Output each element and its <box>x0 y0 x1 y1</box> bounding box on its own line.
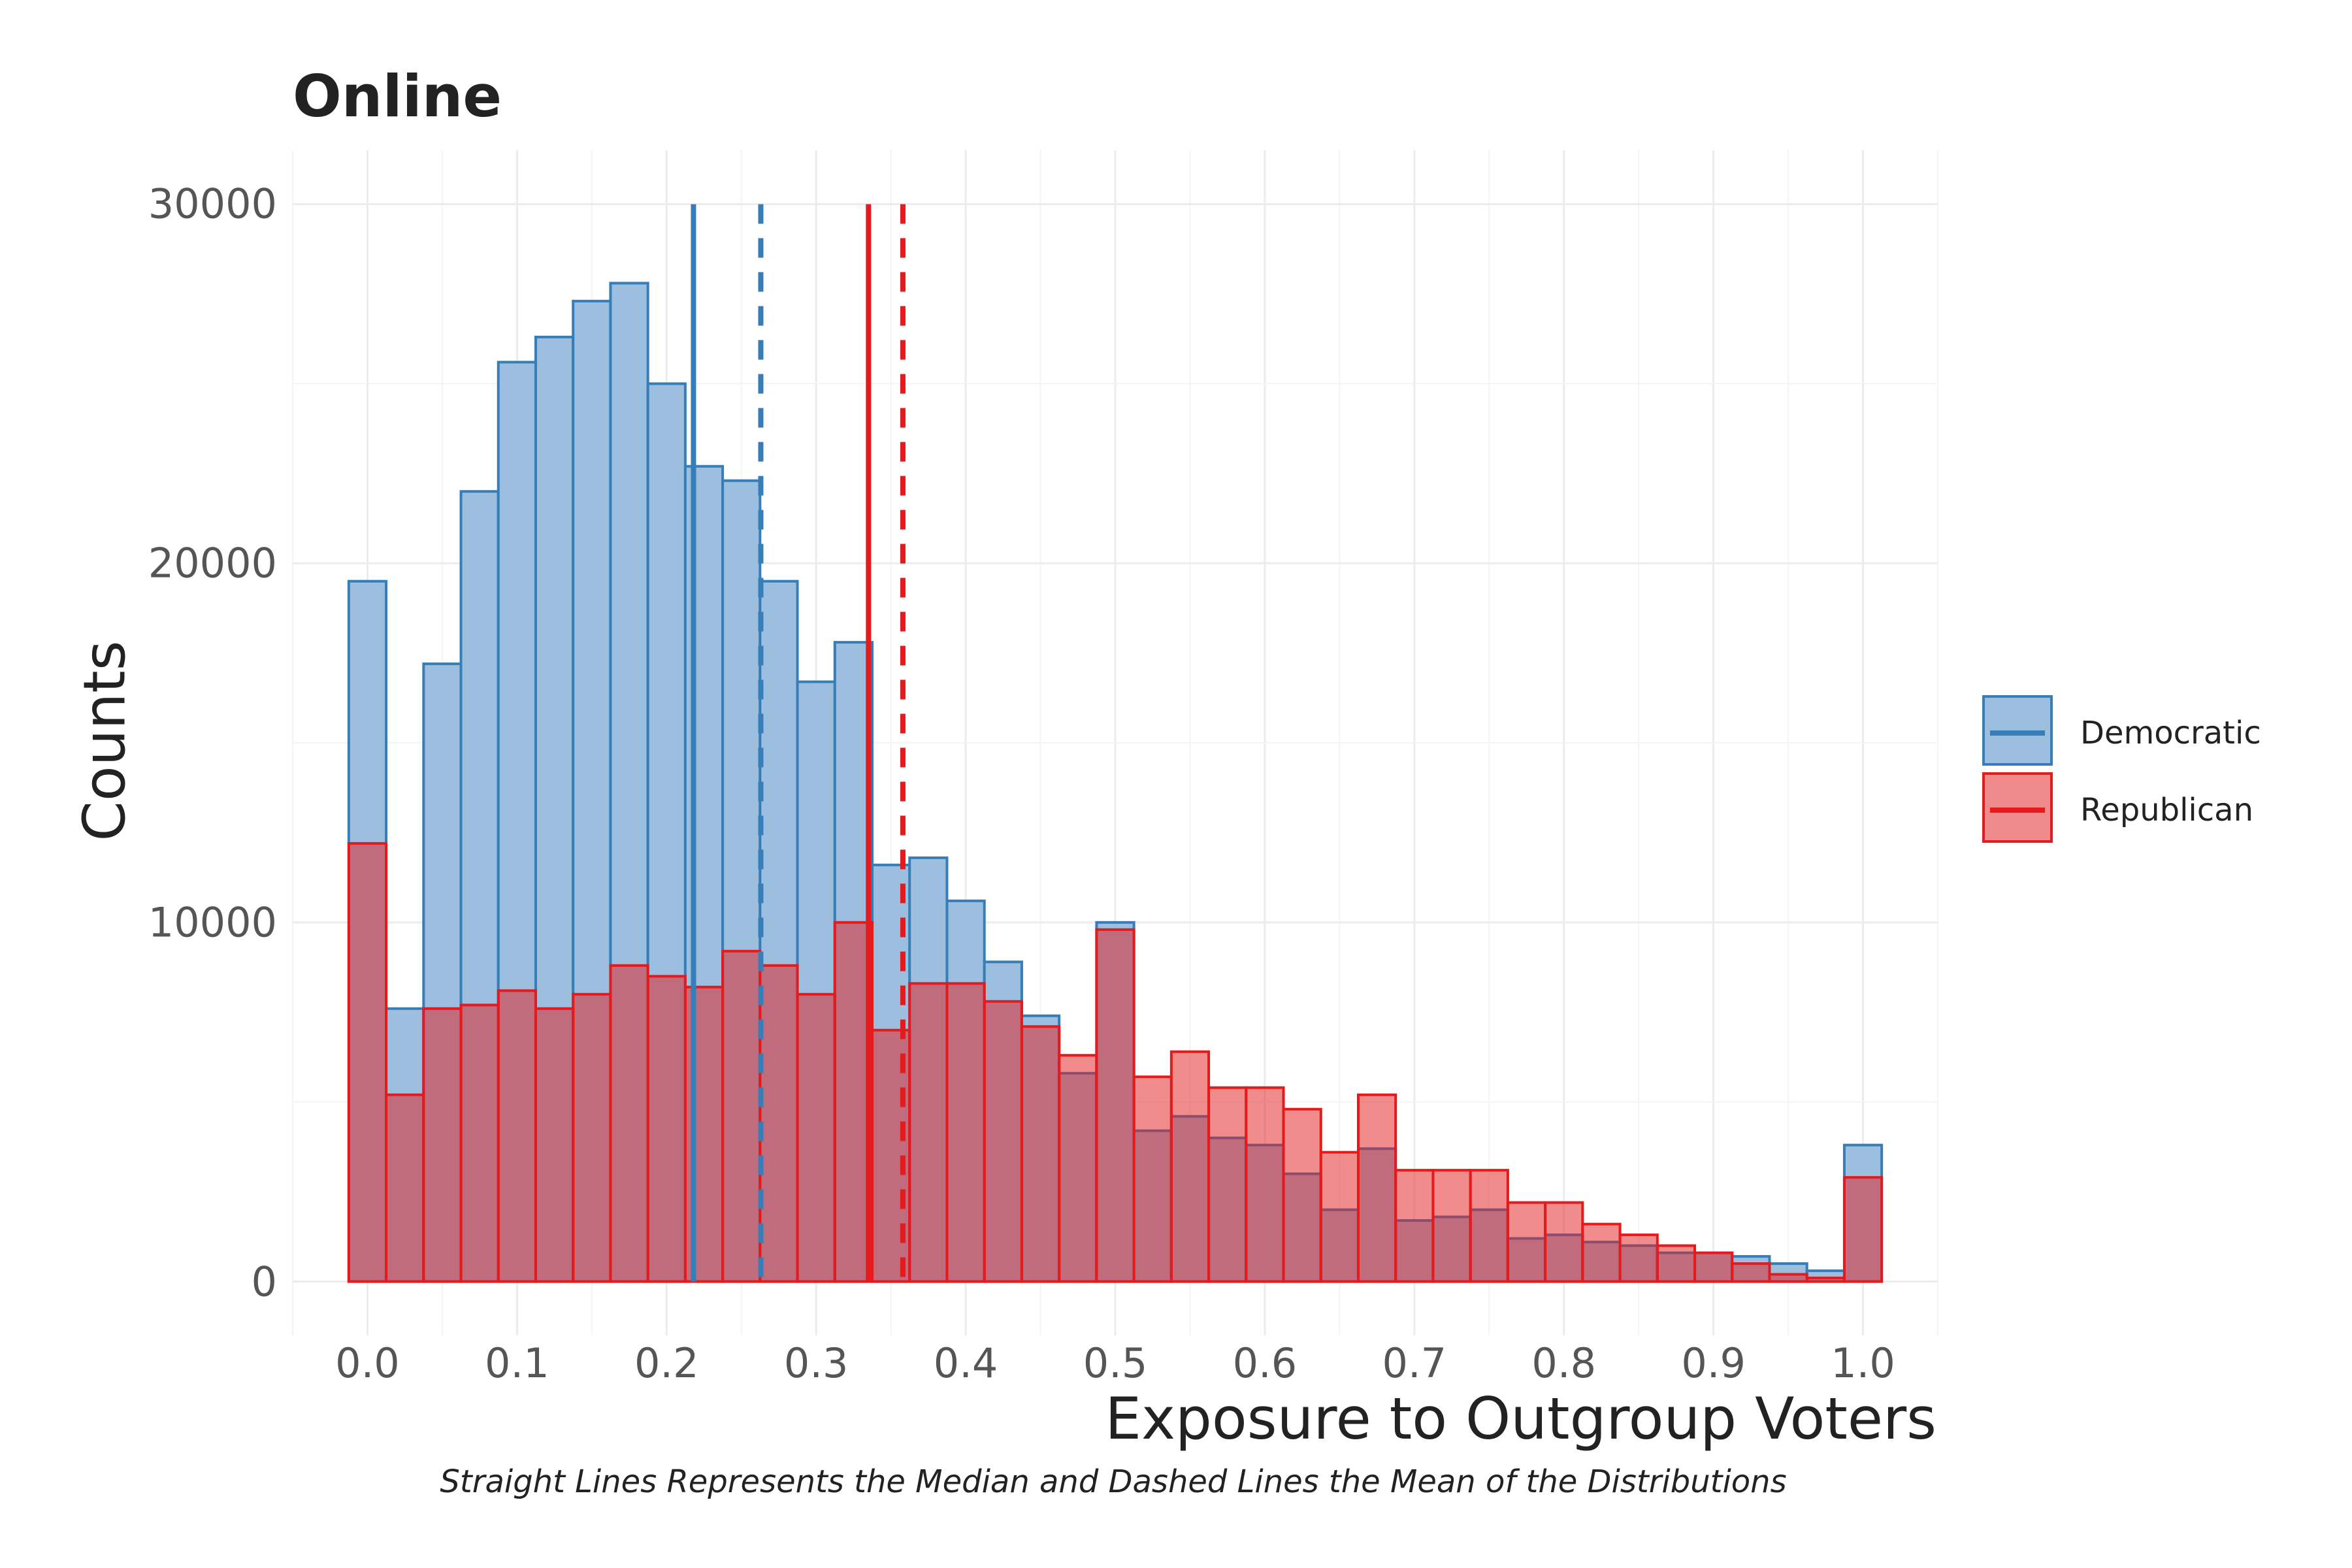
x-tick-label: 0.5 <box>1083 1339 1148 1387</box>
republican-bar <box>945 982 986 1283</box>
republican-bar <box>1731 1262 1771 1283</box>
legend-item-republican: Republican <box>1982 772 2309 849</box>
x-tick-label: 0.0 <box>335 1339 400 1387</box>
republican-bar <box>459 1004 500 1283</box>
republican-bar <box>572 992 612 1283</box>
republican-bar <box>1544 1201 1584 1283</box>
republican-bar <box>1058 1054 1098 1283</box>
republican-bar <box>1020 1025 1061 1283</box>
x-axis-label: Exposure to Outgroup Voters <box>1105 1385 1936 1452</box>
republican-bar <box>1805 1277 1846 1283</box>
x-tick-label: 0.9 <box>1681 1339 1746 1387</box>
y-axis-label: Counts <box>71 640 139 841</box>
republican-bar <box>1618 1233 1659 1283</box>
legend-line-democratic <box>1990 730 2045 736</box>
republican-bar <box>1581 1222 1622 1283</box>
republican-bar <box>1169 1050 1211 1283</box>
republican-bar <box>497 989 537 1283</box>
x-tick-label: 0.3 <box>783 1339 849 1387</box>
legend-label-democratic: Democratic <box>2080 715 2261 751</box>
x-tick-label: 0.6 <box>1232 1339 1298 1387</box>
legend-line-republican <box>1990 808 2045 813</box>
republican-bar <box>683 985 725 1283</box>
republican-bar <box>1245 1086 1285 1283</box>
y-tick-label: 10000 <box>148 898 277 947</box>
republican-bar <box>534 1007 575 1283</box>
republican-bar <box>1469 1169 1509 1283</box>
republican-bar <box>1095 928 1135 1283</box>
legend-item-democratic: Democratic <box>1982 695 2309 772</box>
republican-bar <box>721 949 762 1283</box>
republican-bar <box>1768 1273 1808 1283</box>
republican-bar <box>1356 1093 1397 1283</box>
republican-bar <box>1842 1176 1884 1283</box>
x-tick-label: 0.8 <box>1531 1339 1597 1387</box>
chart-caption: Straight Lines Represents the Median and… <box>440 1463 1787 1500</box>
republican-bar <box>646 975 687 1283</box>
republican-bar <box>1394 1169 1435 1283</box>
y-tick-label: 30000 <box>148 180 277 228</box>
republican-bar <box>1506 1201 1547 1283</box>
median-mean-lines <box>691 204 906 1282</box>
republican-bar <box>1207 1086 1248 1283</box>
republican-bar <box>609 964 649 1283</box>
chart-title: Online <box>293 63 502 130</box>
republican-bar <box>1282 1107 1322 1283</box>
republican-bar <box>983 1000 1023 1283</box>
republican-bar <box>796 992 836 1283</box>
republican-bar <box>1319 1151 1360 1283</box>
x-tick-label: 0.7 <box>1382 1339 1447 1387</box>
y-tick-label: 20000 <box>148 539 277 587</box>
republican-bar <box>347 841 388 1283</box>
republican-bar <box>1132 1075 1173 1283</box>
x-tick-label: 1.0 <box>1831 1339 1895 1387</box>
republican-bar <box>385 1093 425 1283</box>
republican-bar <box>1693 1251 1734 1283</box>
legend-swatch-republican <box>1982 772 2053 843</box>
republican-bar <box>422 1007 463 1283</box>
legend-label-republican: Republican <box>2080 792 2253 828</box>
x-tick-label: 0.1 <box>485 1339 549 1387</box>
x-tick-label: 0.4 <box>933 1339 998 1387</box>
republican-bar <box>1656 1244 1697 1283</box>
republican-bar <box>908 982 949 1283</box>
y-tick-label: 0 <box>251 1258 277 1306</box>
republican-bar <box>1431 1169 1472 1283</box>
legend: Democratic Republican <box>1982 695 2309 849</box>
legend-swatch-democratic <box>1982 695 2053 766</box>
republican-bar <box>759 964 799 1283</box>
x-tick-label: 0.2 <box>634 1339 699 1387</box>
